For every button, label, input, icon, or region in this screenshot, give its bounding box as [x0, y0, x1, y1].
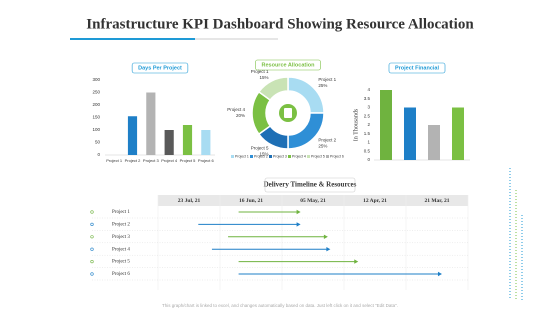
row-marker [90, 235, 94, 239]
timeline-column: 23 Jul, 21 [178, 198, 201, 204]
x-tick-label: Project 1 [106, 158, 123, 163]
slice-label: Project 2 [318, 138, 336, 143]
row-marker [90, 210, 94, 214]
y-tick-label: 2.5 [364, 113, 371, 118]
legend-swatch [326, 155, 329, 158]
y-tick-label: 0 [367, 157, 370, 162]
legend-label: Project 1 [235, 155, 249, 159]
chart-title: Days Per Project [138, 65, 182, 71]
row-label: Project 6 [112, 272, 130, 277]
footer-note: This graph/chart is linked to excel, and… [162, 303, 398, 308]
bar [380, 90, 392, 160]
arrow-head [437, 271, 442, 277]
pie-icon [284, 108, 292, 118]
slice-label: Project 1 [318, 77, 336, 82]
chart-title-box [131, 62, 189, 74]
row-label: Project 3 [112, 235, 130, 240]
x-tick-label: Project 5 [180, 158, 197, 163]
chart-title: Resource Allocation [262, 62, 316, 68]
arrow-head [326, 247, 331, 252]
timeline-title-box [264, 177, 356, 193]
chart-title: Project Financial [395, 65, 439, 71]
row-label: Project 2 [112, 223, 130, 228]
arrow-head [296, 209, 301, 215]
legend-swatch [250, 155, 253, 158]
y-tick-label: 50 [95, 140, 101, 145]
slice-value: 20% [236, 113, 245, 118]
y-tick-label: 200 [92, 102, 100, 107]
pie-slice [257, 76, 289, 102]
legend-swatch [307, 155, 310, 158]
y-tick-label: 1.5 [364, 131, 371, 136]
legend-label: Project 5 [311, 155, 325, 159]
y-tick-label: 4 [367, 87, 370, 92]
slice-label: Project 5 [251, 146, 269, 151]
legend-label: Project 2 [254, 155, 268, 159]
bar [164, 130, 174, 155]
x-tick-label: Project 2 [125, 158, 142, 163]
row-label: Project 1 [112, 210, 130, 215]
x-tick-label: Project 6 [198, 158, 215, 163]
timeline-column: 05 May, 21 [300, 198, 326, 204]
y-tick-label: 0.5 [364, 148, 371, 153]
y-tick-label: 300 [92, 77, 100, 82]
timeline-column: 21 Mar, 21 [424, 198, 449, 204]
slice-value: 15% [259, 152, 268, 157]
bar [127, 116, 138, 155]
row-marker [90, 247, 94, 251]
row-label: Project 5 [112, 260, 130, 265]
legend-label: Project 6 [330, 155, 344, 159]
page-title: Infrastructure KPI Dashboard Showing Res… [86, 16, 474, 32]
timeline-title: Delivery Timeline & Resources [264, 181, 357, 189]
x-tick-label: Project 4 [161, 158, 178, 163]
legend-swatch [231, 155, 234, 158]
y-tick-label: 3.5 [364, 96, 371, 101]
slice-value: 15% [259, 75, 268, 80]
arrow-head [323, 234, 328, 239]
legend-label: Project 4 [292, 155, 306, 159]
timeline-header [158, 195, 468, 206]
row-marker [90, 260, 94, 264]
bar [452, 107, 464, 160]
legend-swatch [288, 155, 291, 158]
chart-title-box [388, 62, 446, 74]
bar [182, 125, 193, 155]
y-tick-label: 100 [92, 127, 100, 132]
bar [201, 130, 211, 155]
row-marker [90, 222, 94, 226]
bar [404, 107, 416, 160]
y-tick-label: 1 [367, 140, 370, 145]
legend-label: Project 3 [273, 155, 287, 159]
side-decoration [509, 168, 523, 300]
timeline-column: 16 Jun, 21 [239, 198, 263, 204]
arrow-head [296, 222, 301, 227]
row-marker [90, 272, 94, 276]
legend-swatch [269, 155, 272, 158]
bar [428, 125, 440, 160]
arrow-head [354, 259, 359, 264]
bar [146, 92, 156, 155]
y-tick-label: 150 [92, 115, 100, 120]
slice-value: 25% [318, 144, 327, 149]
x-tick-label: Project 3 [143, 158, 160, 163]
slice-label: Project 4 [227, 107, 245, 112]
row-label: Project 4 [112, 247, 130, 252]
y-axis-label: In Thousands [353, 108, 359, 141]
y-tick-label: 0 [97, 152, 100, 157]
chart-title-box [255, 59, 321, 71]
slice-value: 25% [318, 83, 327, 88]
slice-label: Project 1 [251, 69, 269, 74]
y-tick-label: 250 [92, 90, 100, 95]
y-tick-label: 2 [367, 122, 370, 127]
timeline-column: 12 Apr, 21 [363, 198, 387, 204]
y-tick-label: 3 [367, 105, 370, 110]
